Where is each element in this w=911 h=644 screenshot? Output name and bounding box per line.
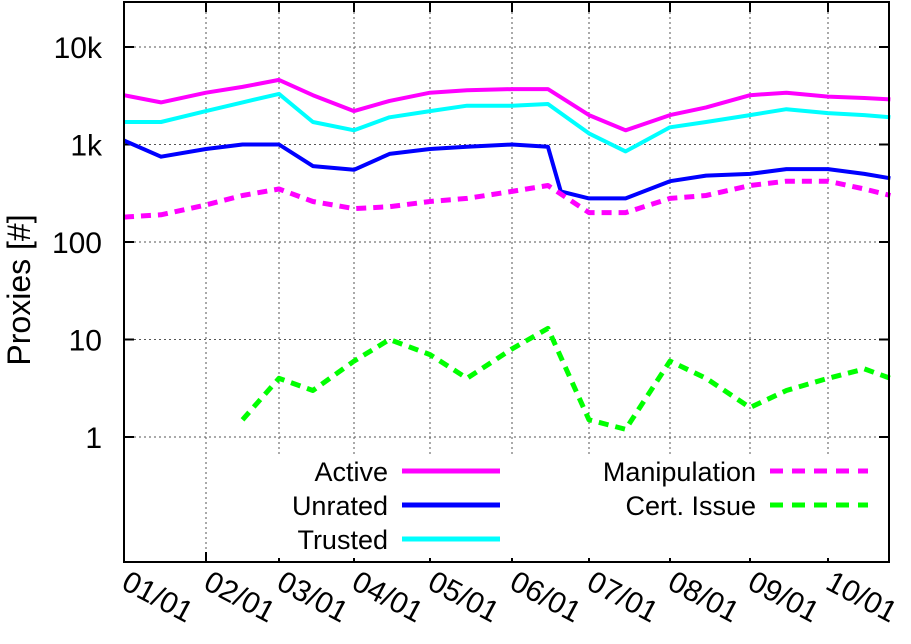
y-axis-ticks: 1 10 100 1k 10k [52, 32, 889, 455]
series-line-cert-issue [240, 325, 892, 432]
series-line-unrated [123, 138, 891, 201]
y-axis-title: Proxies [#] [1, 214, 37, 365]
y-tick-label: 100 [52, 227, 102, 260]
plot-series [123, 77, 892, 432]
y-tick-label: 10k [54, 32, 103, 65]
y-tick-label: 1k [70, 130, 103, 163]
legend-label: Unrated [292, 491, 388, 521]
series-line-trusted [124, 91, 891, 154]
y-tick-label: 10 [69, 325, 102, 358]
plot-frame [123, 1, 890, 563]
legend: Active Unrated Trusted Manipulation Cert. Is… [292, 457, 868, 555]
legend-label: Manipulation [603, 457, 756, 487]
series-line-active [123, 77, 891, 133]
legend-label: Trusted [297, 525, 388, 555]
series-line-manipulation [123, 178, 892, 220]
legend-label: Active [314, 457, 388, 487]
y-tick-label: 1 [85, 422, 102, 455]
legend-label: Cert. Issue [625, 491, 756, 521]
